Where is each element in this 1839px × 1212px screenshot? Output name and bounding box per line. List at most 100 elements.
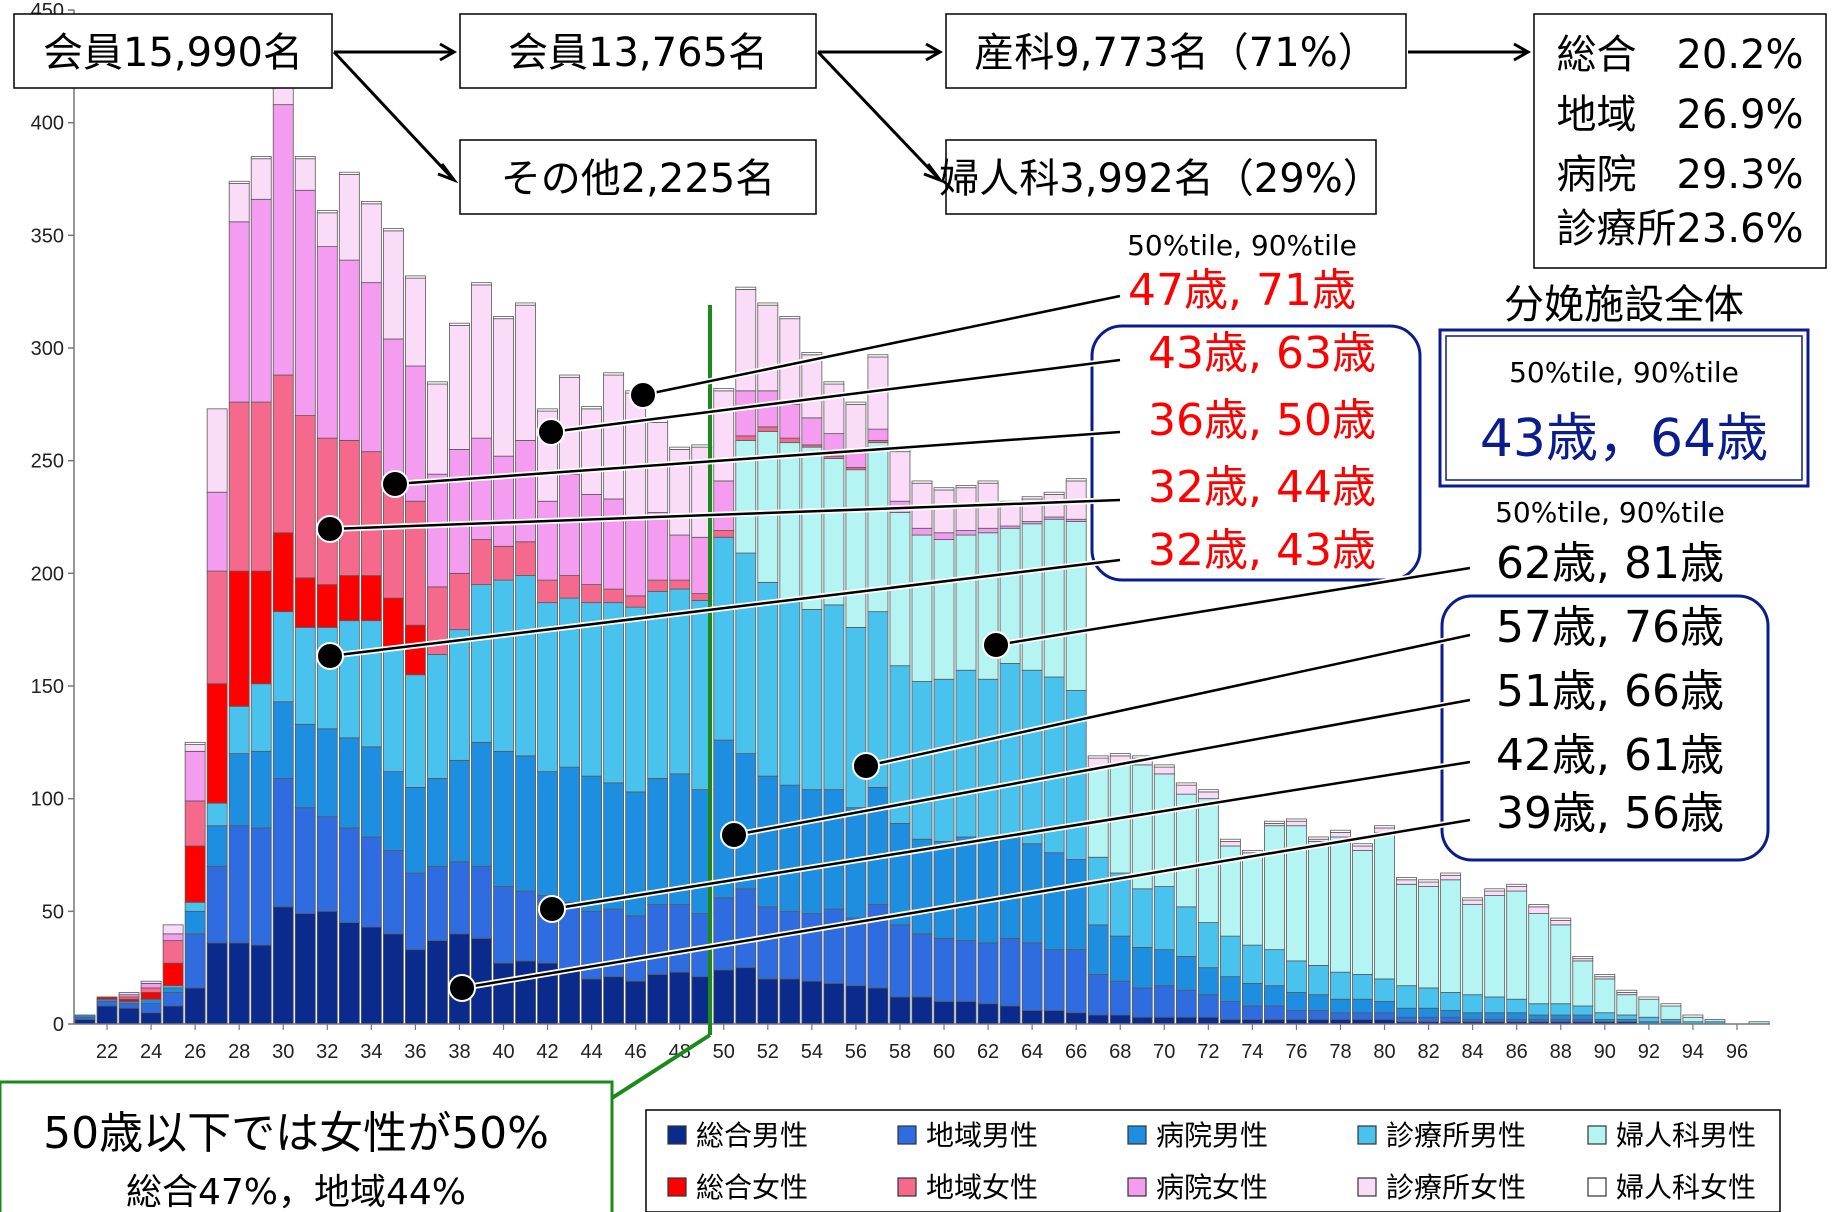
members-total-text: 会員15,990名: [43, 30, 303, 76]
bar-segment-age-65-地域男性: [1043, 949, 1065, 1011]
bar-segment-age-31-地域女性: [294, 415, 316, 579]
bar-segment-age-45-地域女性: [603, 588, 625, 604]
bar-segment-age-35-病院男性: [382, 771, 404, 851]
bar-segment-age-52-地域女性: [757, 426, 779, 432]
bar-segment-age-32-婦人科女性: [316, 210, 338, 214]
legend-swatch: [897, 1125, 917, 1145]
pointer-line: [995, 566, 1471, 647]
bar-segment-age-79-地域男性: [1352, 1012, 1373, 1020]
bar-segment-age-51-診療所男性: [735, 552, 757, 755]
pointer-dot: [448, 974, 476, 1002]
bar-segment-age-72-診療所男性: [1197, 922, 1219, 969]
bar-segment-age-34-地域女性: [360, 451, 382, 576]
bar-segment-age-88-病院男性: [1550, 1014, 1572, 1020]
bar-segment-age-64-総合男性: [1021, 1010, 1043, 1025]
x-tick-label: 94: [1682, 1041, 1704, 1063]
bar-segment-age-81-地域男性: [1396, 1016, 1417, 1023]
bar-segment-age-63-総合男性: [999, 1005, 1021, 1025]
bar-segment-age-22-総合男性: [96, 1005, 118, 1025]
bar-segment-age-31-総合女性: [294, 577, 316, 628]
age-50-marker: [610, 305, 712, 1100]
pointer-line: [733, 698, 1471, 837]
bar-segment-age-29-病院女性: [250, 198, 272, 403]
bar-segment-age-70-病院男性: [1153, 949, 1175, 987]
bar-segment-age-75-診療所男性: [1264, 949, 1285, 987]
bar-segment-age-69-地域男性: [1131, 987, 1153, 1018]
legend-label: 総合女性: [696, 1171, 808, 1204]
bar-segment-age-61-病院女性: [955, 530, 977, 536]
bar-segment-age-31-地域男性: [294, 807, 316, 914]
bar-segment-age-30-総合女性: [272, 532, 294, 613]
bar-segment-age-60-診療所女性: [933, 489, 955, 534]
bar-segment-age-39-診療所男性: [471, 584, 492, 743]
bar-segment-age-84-婦人科女性: [1462, 897, 1484, 901]
y-tick-label: 350: [31, 225, 64, 247]
female-stats-row: 47歳, 71歳: [1128, 265, 1356, 316]
bar-segment-age-42-病院男性: [537, 771, 558, 896]
bar-segment-age-81-婦人科女性: [1396, 877, 1417, 881]
bar-segment-age-63-病院男性: [999, 834, 1021, 939]
bar-segment-age-50-病院男性: [713, 739, 735, 899]
bar-segment-age-61-病院男性: [955, 836, 977, 942]
bar-segment-age-50-診療所女性: [713, 390, 735, 482]
bar-segment-age-73-診療所男性: [1219, 935, 1241, 978]
legend-label: 総合男性: [696, 1119, 808, 1152]
bar-segment-age-44-総合男性: [581, 978, 603, 1025]
x-tick-label: 82: [1417, 1041, 1439, 1063]
bar-segment-age-66-婦人科女性: [1065, 478, 1087, 482]
bar-segment-age-61-診療所女性: [955, 487, 977, 531]
female-percentile-stats: 50%tile, 90%tile 47歳, 71歳 43歳, 63歳 36歳, …: [1090, 229, 1422, 582]
bar-segment-age-36-地域男性: [404, 872, 426, 951]
bar-segment-age-46-診療所女性: [625, 392, 647, 518]
bar-segment-age-56-総合男性: [845, 985, 867, 1025]
bar-segment-age-85-婦人科男性: [1484, 895, 1506, 998]
bar-segment-age-31-病院男性: [294, 723, 316, 809]
bar-segment-age-45-病院男性: [603, 782, 625, 910]
bar-segment-age-48-婦人科女性: [669, 446, 691, 450]
bar-segment-age-26-診療所男性: [184, 901, 206, 912]
bar-segment-age-81-診療所女性: [1396, 879, 1417, 885]
bar-segment-age-28-総合男性: [228, 942, 250, 1025]
bar-segment-age-61-婦人科女性: [955, 485, 977, 489]
bar-segment-age-51-病院男性: [735, 753, 757, 890]
legend-swatch: [1357, 1125, 1377, 1145]
overall-frame: [1438, 328, 1810, 488]
female-stats-frame: [1090, 324, 1422, 582]
bar-segment-age-72-婦人科女性: [1197, 789, 1219, 793]
bar-segment-age-84-婦人科男性: [1462, 904, 1484, 996]
legend-label: 婦人科男性: [1616, 1119, 1756, 1152]
pointer-dot: [720, 821, 748, 849]
bar-segment-age-65-診療所女性: [1043, 494, 1065, 518]
bar-segment-age-85-病院男性: [1484, 1012, 1506, 1020]
x-tick-label: 70: [1153, 1041, 1175, 1063]
bar-segment-age-66-総合男性: [1065, 1012, 1087, 1025]
bar-segment-age-60-婦人科女性: [933, 487, 955, 491]
bar-segment-age-80-婦人科男性: [1374, 832, 1395, 980]
bar-segment-age-53-総合男性: [779, 978, 801, 1025]
male-stats-row: 51歳, 66歳: [1496, 666, 1724, 717]
bar-segment-age-41-地域男性: [515, 890, 536, 962]
bar-segment-age-50-地域女性: [713, 530, 735, 538]
legend-swatch: [1587, 1125, 1607, 1145]
bar-segment-age-46-診療所男性: [625, 606, 647, 793]
bar-segment-age-52-診療所男性: [757, 581, 779, 777]
bar-segment-age-73-診療所女性: [1219, 841, 1241, 847]
bar-segment-age-41-診療所女性: [515, 304, 536, 441]
bar-segment-age-82-診療所女性: [1418, 881, 1440, 887]
bar-segment-age-44-診療所男性: [581, 602, 603, 777]
bar-segment-age-62-病院女性: [977, 527, 999, 534]
bar-segment-age-60-婦人科男性: [933, 539, 955, 680]
bar-segment-age-74-病院男性: [1241, 983, 1263, 1007]
bar-segment-age-83-婦人科男性: [1440, 879, 1462, 993]
bar-segment-age-46-地域女性: [625, 595, 647, 608]
bar-segment-age-77-診療所男性: [1308, 965, 1329, 996]
bar-segment-age-93-婦人科男性: [1660, 1005, 1682, 1020]
bar-segment-age-59-地域男性: [911, 933, 933, 998]
bar-segment-age-37-総合男性: [427, 940, 448, 1025]
bar-segment-age-79-婦人科男性: [1352, 850, 1373, 975]
bar-segment-age-54-婦人科女性: [801, 352, 823, 356]
bar-segment-age-77-婦人科女性: [1308, 836, 1329, 840]
bar-segment-age-46-病院女性: [625, 516, 647, 597]
y-tick-label: 0: [53, 1014, 64, 1036]
flow-arrows: [332, 42, 1532, 184]
